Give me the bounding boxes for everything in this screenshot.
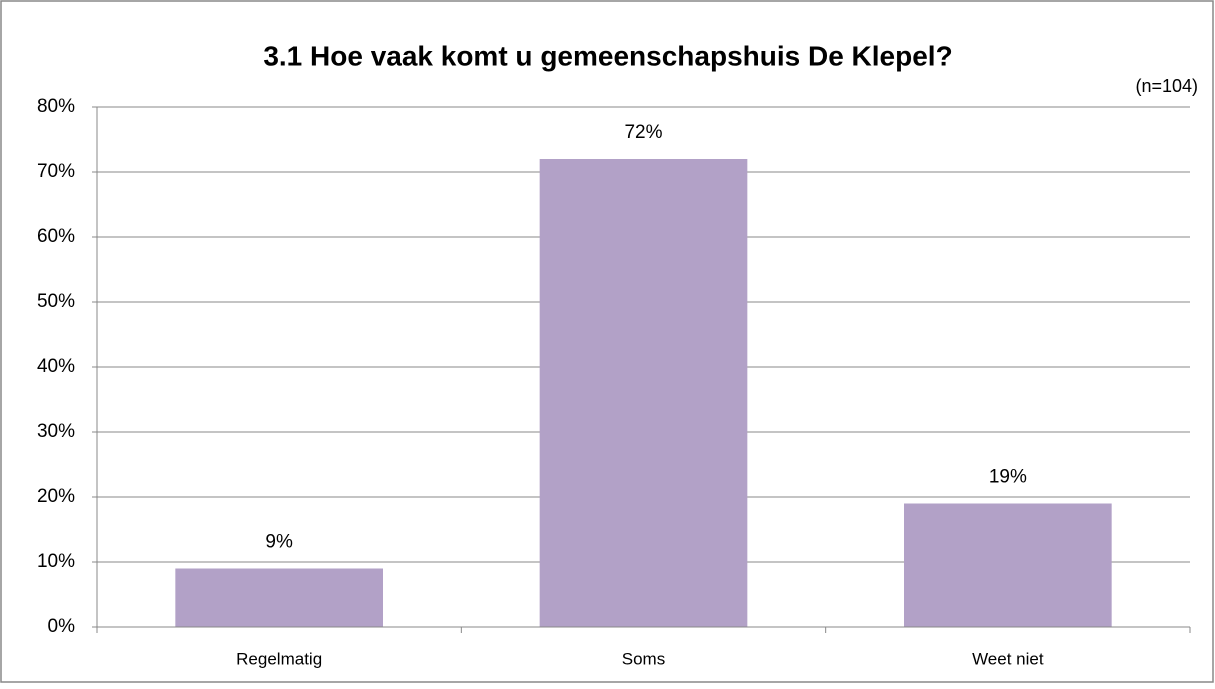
y-tick-label: 30% — [37, 421, 75, 442]
y-tick-label: 50% — [37, 291, 75, 312]
y-tick-label: 80% — [37, 96, 75, 117]
y-tick-label: 0% — [48, 616, 76, 637]
x-tick-label: Regelmatig — [236, 649, 322, 668]
bar — [903, 503, 1112, 627]
x-tick-label: Soms — [622, 649, 665, 668]
x-tick-label: Weet niet — [972, 649, 1044, 668]
y-tick-label: 10% — [37, 551, 75, 572]
y-tick-label: 60% — [37, 226, 75, 247]
value-label: 72% — [624, 122, 662, 143]
chart-title: 3.1 Hoe vaak komt u gemeenschapshuis De … — [263, 40, 952, 71]
y-tick-label: 20% — [37, 486, 75, 507]
bar — [539, 159, 748, 627]
y-tick-label: 40% — [37, 356, 75, 377]
y-tick-label: 70% — [37, 161, 75, 182]
annotation: (n=104) — [1135, 76, 1198, 96]
value-label: 9% — [265, 532, 293, 553]
value-label: 19% — [989, 467, 1027, 488]
bar — [175, 568, 384, 627]
